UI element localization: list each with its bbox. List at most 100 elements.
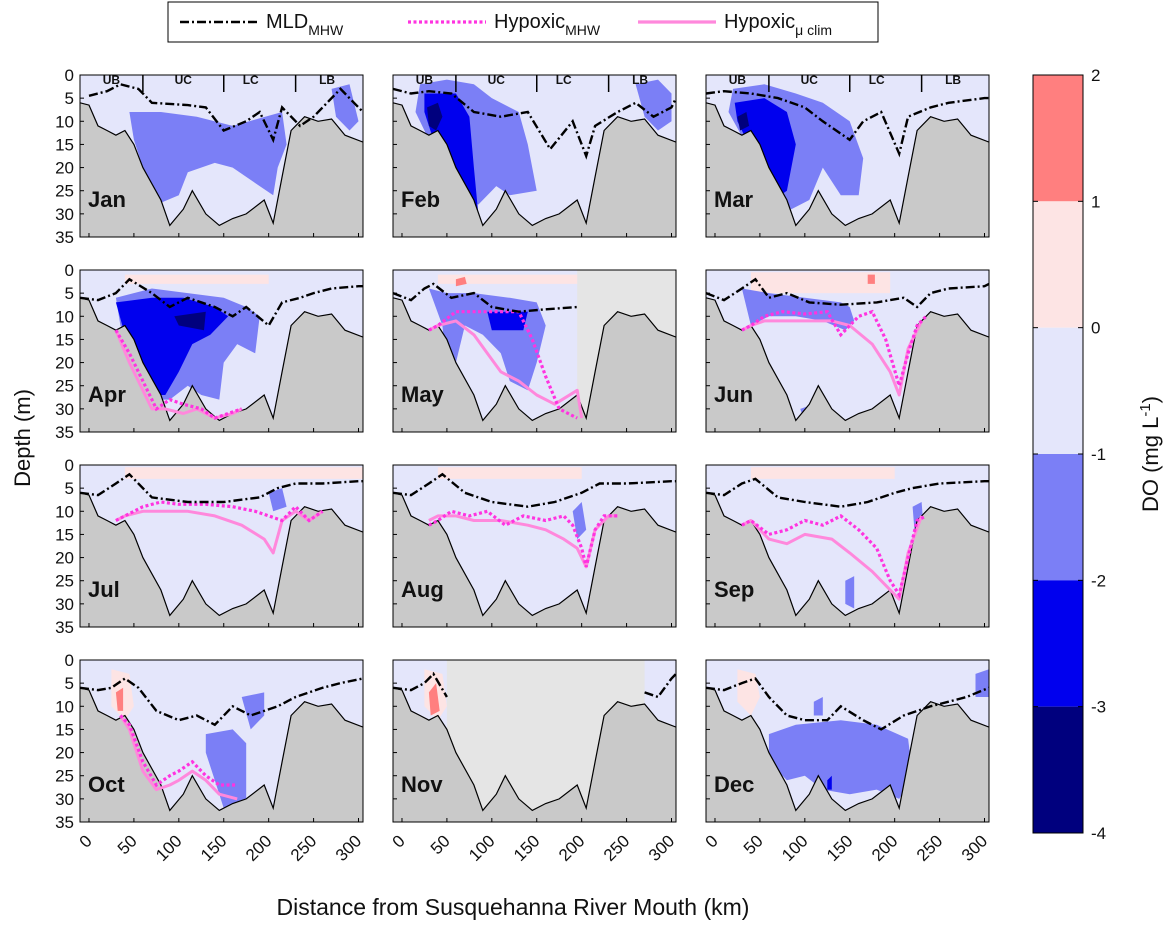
region-label: UB <box>416 73 434 87</box>
do-anomaly-patch <box>867 274 875 284</box>
x-tick-label: 250 <box>913 831 946 864</box>
seafloor <box>393 492 676 627</box>
panel-frame <box>79 464 364 628</box>
hypoxic-clim-line <box>119 714 238 801</box>
legend-label-2: HypoxicMHW <box>494 11 601 38</box>
y-tick-label: 10 <box>55 697 74 716</box>
panel-nov: Nov 0 50 100 150 200 250 300 <box>389 659 678 865</box>
colorbar-bin <box>1033 706 1083 833</box>
y-tick-label: 15 <box>55 720 74 739</box>
y-tick-label: 10 <box>55 502 74 521</box>
x-tick-label: 150 <box>197 831 230 864</box>
hypoxic-mhw-line <box>741 309 928 392</box>
month-label: Mar <box>714 187 754 212</box>
panel-frame <box>79 269 364 433</box>
seafloor <box>80 297 363 432</box>
do-anomaly-patch <box>737 669 760 716</box>
x-tick-label: 0 <box>702 831 722 851</box>
y-tick-label: 25 <box>55 767 74 786</box>
colorbar-tick-label: 1 <box>1091 192 1100 211</box>
x-tick-label: 150 <box>510 831 543 864</box>
region-label: UC <box>175 73 193 87</box>
x-tick-label: 200 <box>242 831 275 864</box>
mld-line <box>80 677 363 727</box>
do-anomaly-patch <box>750 467 895 479</box>
x-axis-label: Distance from Susquehanna River Mouth (k… <box>277 894 750 920</box>
month-label: May <box>401 382 445 407</box>
mld-line <box>706 89 989 158</box>
bathymetry-line <box>393 687 676 812</box>
do-anomaly-patch <box>813 697 823 716</box>
hypoxic-mhw-line <box>741 514 927 599</box>
y-tick-label: 10 <box>55 307 74 326</box>
do-anomaly-patch <box>129 112 287 205</box>
panel-frame <box>392 464 677 628</box>
panel-feb: UB UC LC LB Feb <box>392 73 677 238</box>
panel-dec: Dec 0 50 100 150 200 250 300 <box>702 659 991 865</box>
panel-frame <box>392 74 677 238</box>
seafloor <box>393 687 676 822</box>
do-anomaly-patch <box>124 467 363 479</box>
panel-jun: Jun <box>705 269 990 433</box>
region-label: LC <box>243 73 259 87</box>
x-tick-label: 300 <box>958 831 991 864</box>
colorbar-tick-label: -2 <box>1091 571 1106 590</box>
panel-frame <box>705 74 990 238</box>
hypoxic-mhw-line <box>428 509 618 568</box>
y-tick-label: 15 <box>55 135 74 154</box>
do-anomaly-patch <box>428 683 440 716</box>
y-tick-label: 5 <box>65 479 74 498</box>
hypoxic-clim-line <box>741 515 924 601</box>
colorbar-tick-label: -4 <box>1091 824 1106 843</box>
colorbar-bin <box>1033 201 1083 328</box>
mld-line <box>80 472 363 504</box>
panel-frame <box>392 659 677 823</box>
do-anomaly-patch <box>268 488 287 512</box>
x-tick-label: 250 <box>287 831 320 864</box>
x-tick-label: 150 <box>823 831 856 864</box>
do-anomaly-patch <box>845 576 855 609</box>
colorbar-tick-label: -1 <box>1091 445 1106 464</box>
x-tick-label: 200 <box>868 831 901 864</box>
mld-line <box>393 87 676 160</box>
colorbar-bin <box>1033 327 1083 454</box>
panel-frame <box>705 659 990 823</box>
colorbar-tick-label: -3 <box>1091 698 1106 717</box>
x-tick-label: 0 <box>389 831 409 851</box>
bathymetry-line <box>80 687 363 812</box>
y-tick-label: 25 <box>55 182 74 201</box>
panel-mar: UB UC LC LB Mar <box>705 73 990 238</box>
colorbar: 2 1 0 -1 -2 -3 -4 DO (mg L-1) <box>1032 66 1163 843</box>
x-tick-label: 300 <box>645 831 678 864</box>
month-label: Oct <box>88 772 125 797</box>
do-anomaly-patch <box>455 276 467 287</box>
mld-line <box>80 277 363 328</box>
x-tick-label: 0 <box>76 831 96 851</box>
region-label: UB <box>103 73 121 87</box>
region-label: LB <box>945 73 961 87</box>
y-tick-label: 35 <box>55 228 74 247</box>
panel-frame <box>79 74 364 238</box>
y-tick-label: 30 <box>55 400 74 419</box>
do-anomaly-patch <box>174 311 206 331</box>
x-tick-label: 100 <box>465 831 498 864</box>
month-label: Nov <box>401 772 443 797</box>
hypoxic-mhw-line <box>428 310 578 420</box>
y-axis-label: Depth (m) <box>10 389 35 487</box>
do-anomaly-patch <box>487 311 528 331</box>
panel-jul: Jul 0 5 10 15 20 25 30 35 <box>55 456 364 637</box>
x-tick-label: 50 <box>427 831 454 858</box>
hypoxic-clim-line <box>115 509 324 555</box>
legend: MLDMHW HypoxicMHW Hypoxicμ clim <box>167 1 879 43</box>
colorbar-label: DO (mg L-1) <box>1137 396 1163 512</box>
do-anomaly-patch <box>241 692 265 730</box>
bathymetry-line <box>706 687 989 812</box>
region-label: LB <box>632 73 648 87</box>
hypoxic-mhw-line <box>115 500 324 523</box>
colorbar-tick-label: 2 <box>1091 66 1100 85</box>
seafloor <box>80 492 363 627</box>
y-tick-label: 5 <box>65 89 74 108</box>
do-anomaly-patch <box>115 687 124 711</box>
seafloor <box>706 687 989 822</box>
panel-frame <box>79 659 364 823</box>
